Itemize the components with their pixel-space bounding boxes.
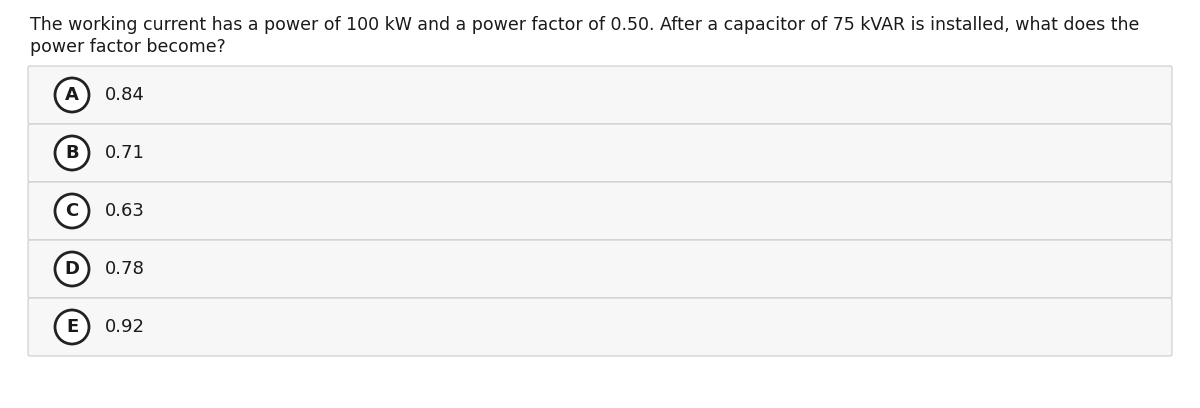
Text: 0.71: 0.71 bbox=[106, 144, 145, 162]
Circle shape bbox=[55, 78, 89, 112]
Text: 0.63: 0.63 bbox=[106, 202, 145, 220]
Circle shape bbox=[55, 310, 89, 344]
FancyBboxPatch shape bbox=[28, 182, 1172, 240]
Text: A: A bbox=[65, 86, 79, 104]
FancyBboxPatch shape bbox=[28, 298, 1172, 356]
Circle shape bbox=[55, 252, 89, 286]
Text: 0.78: 0.78 bbox=[106, 260, 145, 278]
Circle shape bbox=[55, 194, 89, 228]
Circle shape bbox=[55, 136, 89, 170]
Text: power factor become?: power factor become? bbox=[30, 38, 226, 56]
FancyBboxPatch shape bbox=[28, 240, 1172, 298]
FancyBboxPatch shape bbox=[28, 124, 1172, 182]
Text: B: B bbox=[65, 144, 79, 162]
Text: The working current has a power of 100 kW and a power factor of 0.50. After a ca: The working current has a power of 100 k… bbox=[30, 16, 1139, 34]
Text: E: E bbox=[66, 318, 78, 336]
Text: 0.92: 0.92 bbox=[106, 318, 145, 336]
Text: 0.84: 0.84 bbox=[106, 86, 145, 104]
Text: D: D bbox=[65, 260, 79, 278]
Text: C: C bbox=[65, 202, 79, 220]
FancyBboxPatch shape bbox=[28, 66, 1172, 124]
